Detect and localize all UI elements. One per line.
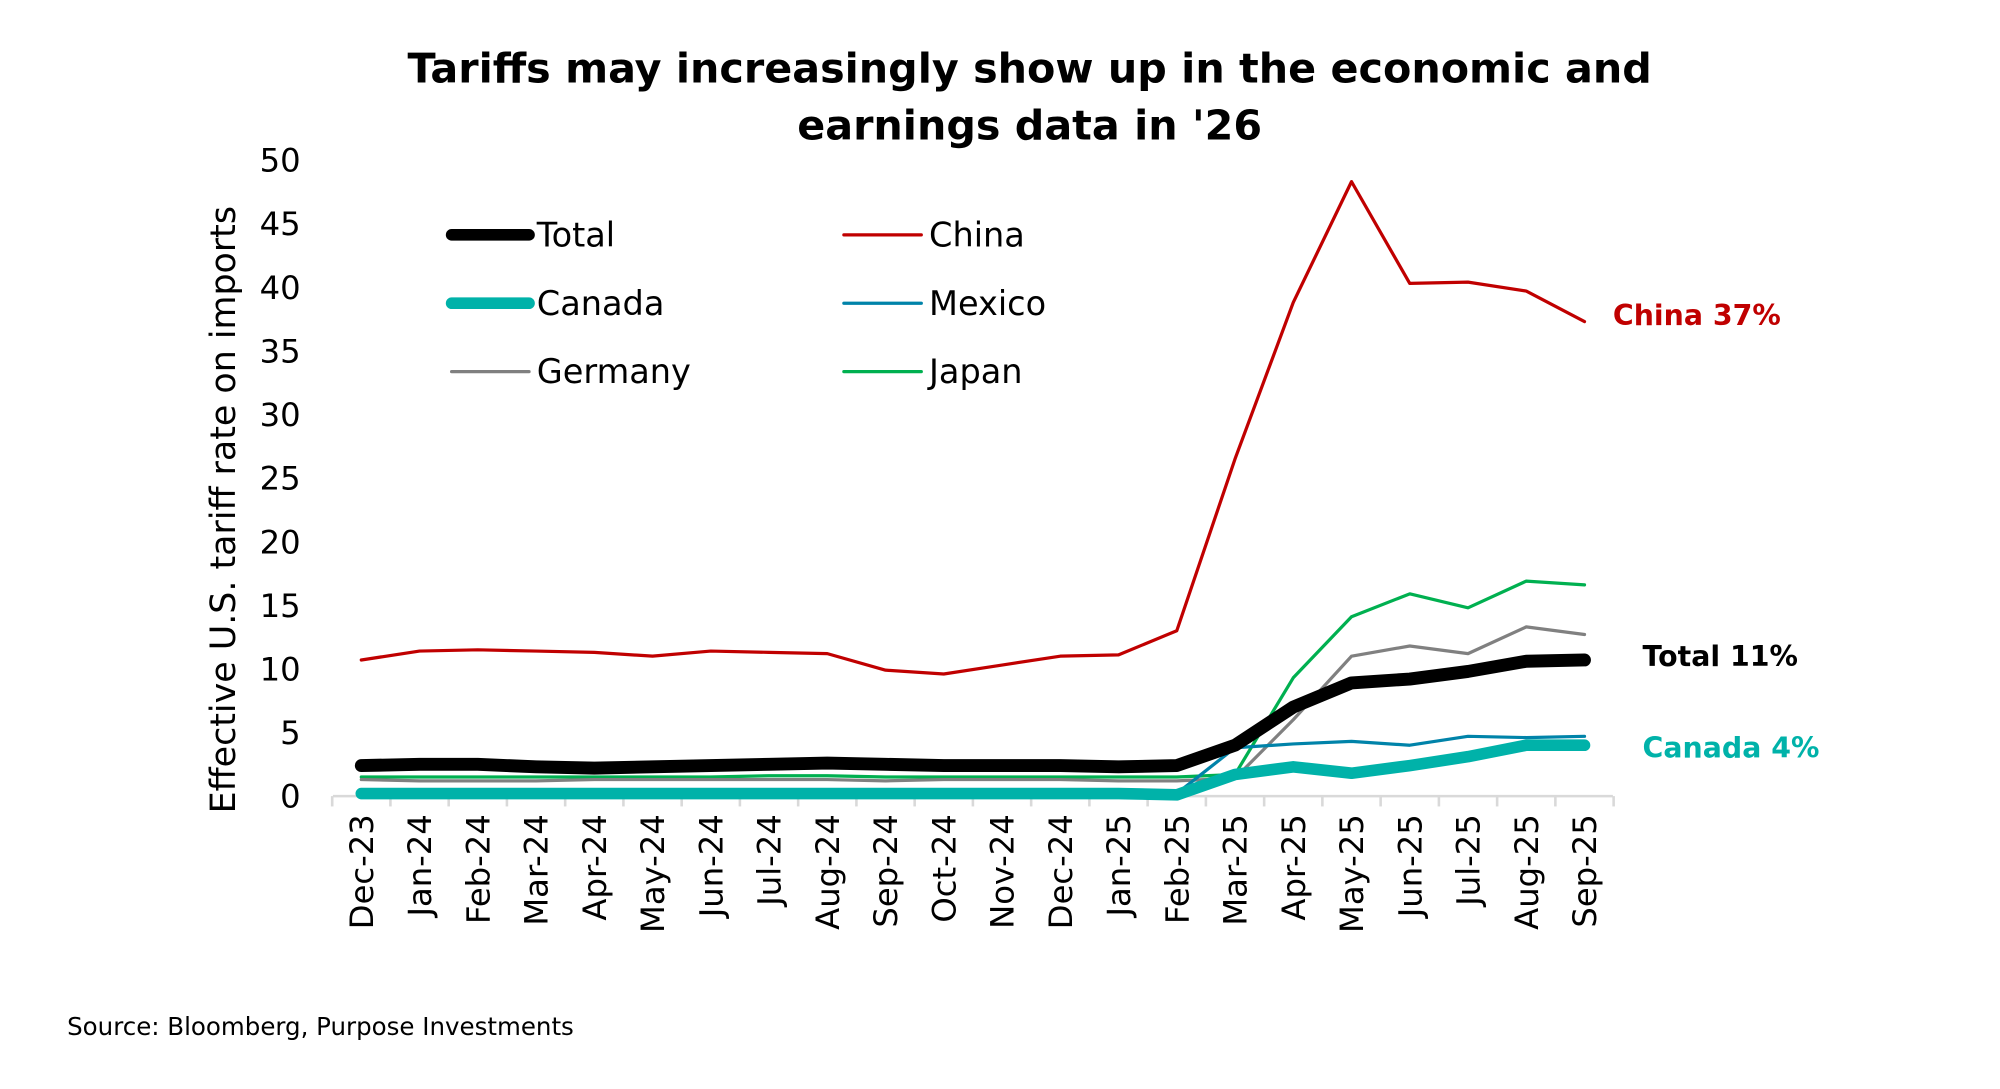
x-tick-label: Jan-25 <box>1100 814 1138 918</box>
y-tick-label: 10 <box>260 650 301 688</box>
x-tick-label: Jul-25 <box>1450 814 1488 908</box>
legend-item-total: Total <box>445 215 615 254</box>
end-label-canada: Canada 4% <box>1643 731 1820 764</box>
series-lines <box>354 180 1591 801</box>
y-tick-label: 30 <box>260 396 301 434</box>
y-tick-label: 0 <box>280 778 301 816</box>
legend-label: China <box>929 215 1025 254</box>
series-germany <box>359 625 1587 783</box>
x-tick-label: Nov-24 <box>984 814 1022 929</box>
legend-label: Mexico <box>929 284 1046 323</box>
x-tick-label: Aug-25 <box>1508 814 1546 930</box>
x-tick-label: May-24 <box>634 814 672 933</box>
legend-label: Japan <box>927 352 1023 391</box>
series-line-china <box>359 180 1587 676</box>
source-note: Source: Bloomberg, Purpose Investments <box>67 1012 574 1041</box>
series-china <box>359 180 1587 676</box>
x-tick-label: Dec-24 <box>1042 814 1080 929</box>
x-tick-label: Apr-25 <box>1275 814 1313 920</box>
x-tick-label: Oct-24 <box>925 814 963 922</box>
x-tick-label: Apr-24 <box>576 814 614 920</box>
x-tick-label: Dec-23 <box>343 814 381 929</box>
y-tick-label: 20 <box>260 523 301 561</box>
x-tick-label: Jun-25 <box>1391 814 1429 919</box>
y-tick-label: 50 <box>260 142 301 180</box>
x-tick-label: May-25 <box>1333 814 1371 933</box>
legend-label: Germany <box>537 352 691 391</box>
x-tick-label: Feb-25 <box>1158 814 1196 924</box>
x-tick-label: Mar-25 <box>1217 814 1255 925</box>
y-tick-label: 15 <box>260 587 301 625</box>
annotations: China 37% Total 11% Canada 4% <box>1613 299 1820 764</box>
y-tick-label: 35 <box>260 332 301 370</box>
x-tick-label: Sep-24 <box>867 814 905 927</box>
x-tick-label: Jun-24 <box>692 814 730 919</box>
series-line-total <box>354 653 1591 775</box>
legend: Total China Canada Mexico Germany Japan <box>445 215 1046 391</box>
series-line-canada <box>355 739 1591 801</box>
end-label-total: Total 11% <box>1643 640 1798 673</box>
series-total <box>354 653 1591 775</box>
y-tick-label: 45 <box>260 205 301 243</box>
end-label-china: China 37% <box>1613 299 1781 332</box>
y-axis-label: Effective U.S. tariff rate on imports <box>204 206 244 813</box>
series-canada <box>355 739 1591 801</box>
x-tick-label: Aug-24 <box>809 814 847 930</box>
legend-label: Canada <box>537 284 665 323</box>
legend-item-germany: Germany <box>450 352 691 391</box>
axes: 0 5 10 15 20 25 30 35 40 45 50 Dec-23 Jan-24 Feb-24 Ma… <box>260 142 1615 933</box>
y-tick-label: 5 <box>280 714 301 752</box>
y-tick-label: 40 <box>260 269 301 307</box>
legend-item-japan: Japan <box>842 352 1023 391</box>
chart-title-line-1: Tariffs may increasingly show up in the … <box>408 45 1652 93</box>
x-tick-label: Jul-24 <box>751 814 789 908</box>
x-tick-label: Mar-24 <box>518 814 556 925</box>
chart-title-line-2: earnings data in '26 <box>797 101 1262 149</box>
series-line-germany <box>359 625 1587 783</box>
x-tick-label: Feb-24 <box>459 814 497 924</box>
legend-label: Total <box>536 215 615 254</box>
x-tick-label: Jan-24 <box>401 814 439 918</box>
legend-item-china: China <box>842 215 1025 254</box>
legend-item-mexico: Mexico <box>842 284 1046 323</box>
y-tick-label: 25 <box>260 460 301 498</box>
series-line-japan <box>359 579 1587 779</box>
legend-item-canada: Canada <box>445 284 665 323</box>
x-tick-label: Sep-25 <box>1566 814 1604 927</box>
